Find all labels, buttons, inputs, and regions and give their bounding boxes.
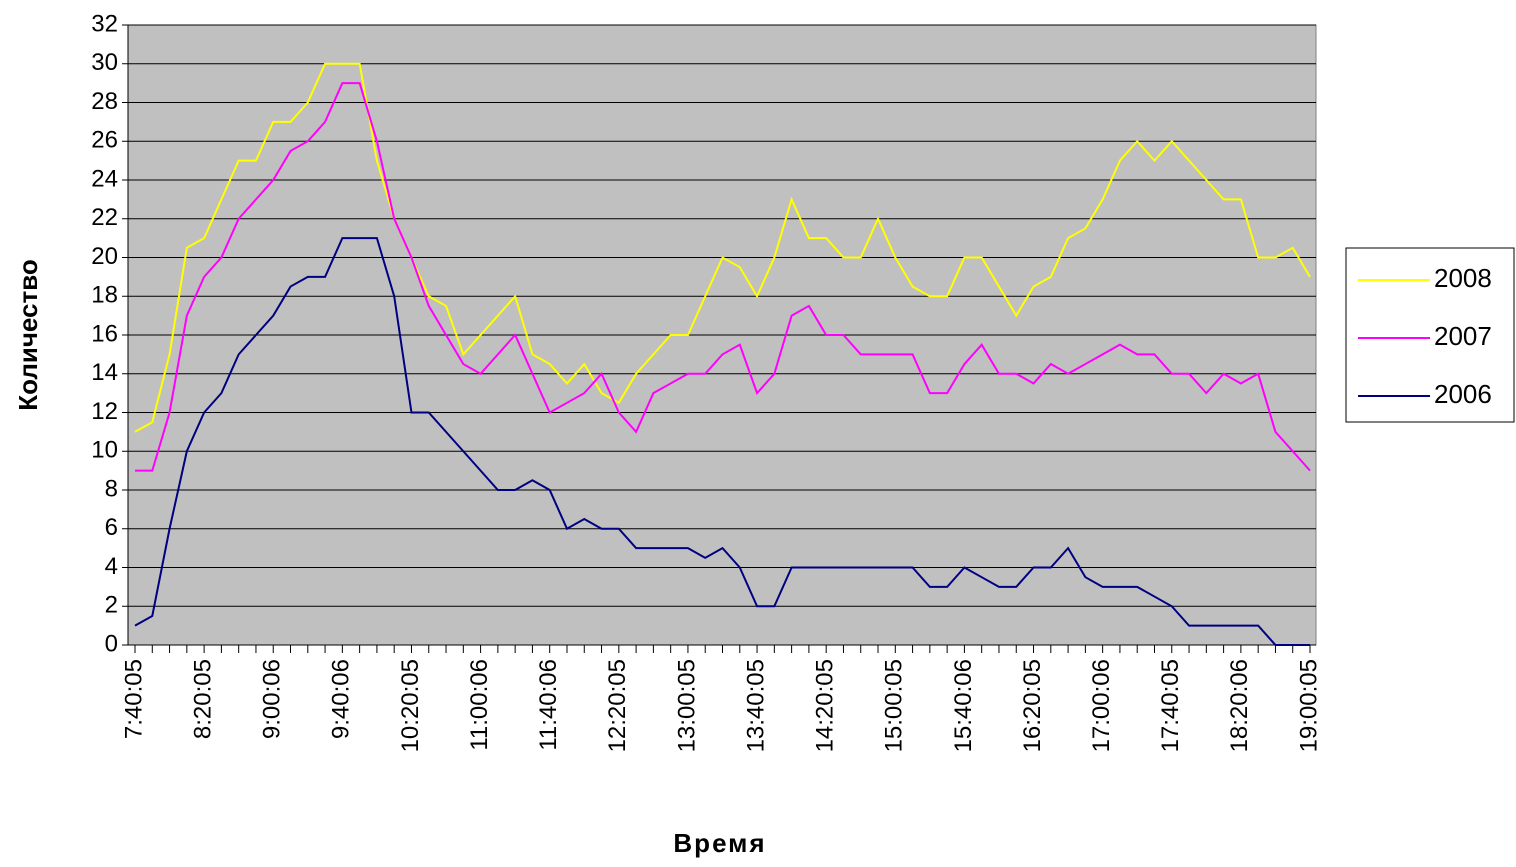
- x-tick-label: 7:40:05: [120, 659, 147, 739]
- y-tick-label: 22: [91, 204, 118, 231]
- x-tick-label: 10:20:05: [397, 659, 424, 752]
- y-tick-label: 26: [91, 127, 118, 154]
- x-tick-label: 15:00:05: [881, 659, 908, 752]
- x-tick-label: 18:20:06: [1226, 659, 1253, 752]
- y-tick-label: 30: [91, 49, 118, 76]
- x-tick-label: 8:20:05: [189, 659, 216, 739]
- x-tick-label: 9:00:06: [259, 659, 286, 739]
- y-tick-label: 28: [91, 88, 118, 115]
- legend-label: 2008: [1434, 263, 1492, 293]
- x-axis-title: Время: [673, 828, 766, 858]
- y-tick-label: 0: [105, 630, 118, 657]
- x-tick-label: 16:20:05: [1019, 659, 1046, 752]
- x-tick-label: 9:40:06: [328, 659, 355, 739]
- x-tick-label: 17:00:06: [1088, 659, 1115, 752]
- series-line: [135, 82, 1311, 472]
- y-tick-label: 2: [105, 592, 118, 619]
- x-tick-label: 14:20:05: [812, 659, 839, 752]
- series-line: [134, 237, 1310, 646]
- y-tick-label: 16: [91, 320, 118, 347]
- y-tick-label: 20: [91, 243, 118, 270]
- x-tick-label: 17:40:05: [1157, 659, 1184, 752]
- x-tick-label: 11:40:06: [535, 659, 562, 751]
- y-tick-label: 8: [105, 475, 118, 502]
- y-tick-label: 10: [91, 437, 118, 464]
- y-tick-label: 6: [105, 514, 118, 541]
- y-axis-title: Количество: [13, 259, 43, 411]
- legend-label: 2007: [1434, 321, 1492, 351]
- y-tick-label: 4: [105, 553, 118, 580]
- x-tick-label: 13:40:05: [742, 659, 769, 752]
- y-tick-label: 24: [91, 165, 118, 192]
- y-tick-label: 12: [91, 398, 118, 425]
- y-tick-label: 14: [91, 359, 118, 386]
- x-tick-label: 19:00:05: [1295, 659, 1322, 752]
- legend-label: 2006: [1434, 379, 1492, 409]
- y-tick-label: 18: [91, 282, 118, 309]
- y-tick-label: 32: [91, 10, 118, 37]
- x-tick-label: 12:20:05: [604, 659, 631, 752]
- x-tick-label: 15:40:06: [950, 659, 977, 752]
- series-line: [134, 62, 1311, 433]
- legend-box: [1345, 247, 1515, 423]
- x-tick-label: 11:00:06: [466, 659, 493, 751]
- x-tick-label: 13:00:05: [673, 659, 700, 752]
